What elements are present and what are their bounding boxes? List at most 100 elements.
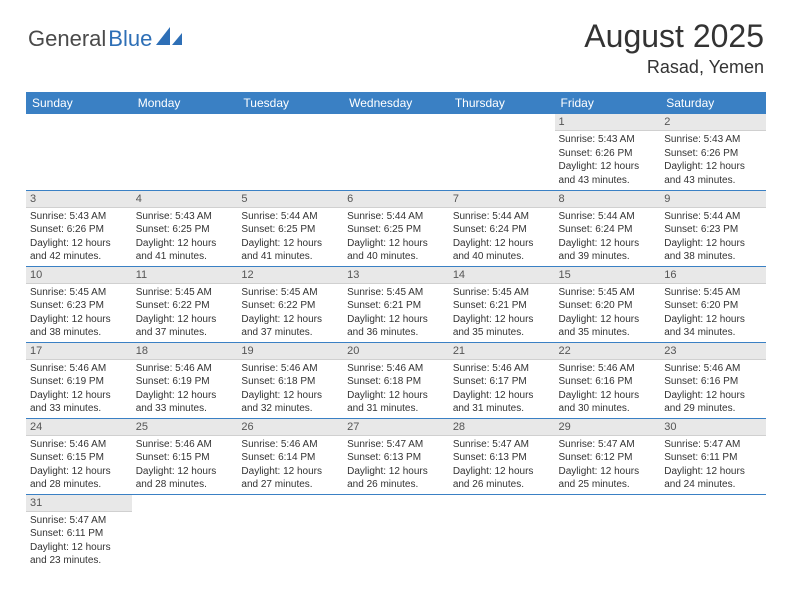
sunrise-line: Sunrise: 5:45 AM xyxy=(30,286,128,300)
day-details: Sunrise: 5:46 AMSunset: 6:19 PMDaylight:… xyxy=(132,360,238,418)
calendar-cell: 5Sunrise: 5:44 AMSunset: 6:25 PMDaylight… xyxy=(237,190,343,266)
day-number: 29 xyxy=(555,419,661,436)
day-number: 30 xyxy=(660,419,766,436)
daylight-line: Daylight: 12 hours and 42 minutes. xyxy=(30,237,128,264)
sunset-line: Sunset: 6:24 PM xyxy=(453,223,551,237)
weekday-header: Sunday xyxy=(26,92,132,114)
calendar-cell: 4Sunrise: 5:43 AMSunset: 6:25 PMDaylight… xyxy=(132,190,238,266)
sunrise-line: Sunrise: 5:47 AM xyxy=(453,438,551,452)
sunrise-line: Sunrise: 5:46 AM xyxy=(136,362,234,376)
day-number: 14 xyxy=(449,267,555,284)
calendar-table: Sunday Monday Tuesday Wednesday Thursday… xyxy=(26,92,766,570)
daylight-line: Daylight: 12 hours and 23 minutes. xyxy=(30,541,128,568)
calendar-cell: 28Sunrise: 5:47 AMSunset: 6:13 PMDayligh… xyxy=(449,418,555,494)
daylight-line: Daylight: 12 hours and 29 minutes. xyxy=(664,389,762,416)
day-details: Sunrise: 5:45 AMSunset: 6:22 PMDaylight:… xyxy=(237,284,343,342)
daylight-line: Daylight: 12 hours and 25 minutes. xyxy=(559,465,657,492)
calendar-cell: 13Sunrise: 5:45 AMSunset: 6:21 PMDayligh… xyxy=(343,266,449,342)
calendar-cell: 6Sunrise: 5:44 AMSunset: 6:25 PMDaylight… xyxy=(343,190,449,266)
day-number: 8 xyxy=(555,191,661,208)
sunrise-line: Sunrise: 5:45 AM xyxy=(347,286,445,300)
sunset-line: Sunset: 6:25 PM xyxy=(347,223,445,237)
day-details: Sunrise: 5:46 AMSunset: 6:14 PMDaylight:… xyxy=(237,436,343,494)
day-number: 4 xyxy=(132,191,238,208)
calendar-cell: 8Sunrise: 5:44 AMSunset: 6:24 PMDaylight… xyxy=(555,190,661,266)
calendar-cell: 16Sunrise: 5:45 AMSunset: 6:20 PMDayligh… xyxy=(660,266,766,342)
day-number: 7 xyxy=(449,191,555,208)
day-number: 6 xyxy=(343,191,449,208)
daylight-line: Daylight: 12 hours and 37 minutes. xyxy=(241,313,339,340)
day-number: 28 xyxy=(449,419,555,436)
sail-icon xyxy=(156,27,182,52)
sunrise-line: Sunrise: 5:43 AM xyxy=(30,210,128,224)
sunset-line: Sunset: 6:21 PM xyxy=(347,299,445,313)
sunset-line: Sunset: 6:11 PM xyxy=(30,527,128,541)
day-number: 2 xyxy=(660,114,766,131)
day-details: Sunrise: 5:45 AMSunset: 6:23 PMDaylight:… xyxy=(26,284,132,342)
daylight-line: Daylight: 12 hours and 40 minutes. xyxy=(453,237,551,264)
day-details: Sunrise: 5:43 AMSunset: 6:26 PMDaylight:… xyxy=(26,208,132,266)
day-details: Sunrise: 5:45 AMSunset: 6:22 PMDaylight:… xyxy=(132,284,238,342)
sunset-line: Sunset: 6:16 PM xyxy=(559,375,657,389)
calendar-row: 10Sunrise: 5:45 AMSunset: 6:23 PMDayligh… xyxy=(26,266,766,342)
daylight-line: Daylight: 12 hours and 27 minutes. xyxy=(241,465,339,492)
sunrise-line: Sunrise: 5:44 AM xyxy=(453,210,551,224)
calendar-cell: 9Sunrise: 5:44 AMSunset: 6:23 PMDaylight… xyxy=(660,190,766,266)
calendar-cell: 31Sunrise: 5:47 AMSunset: 6:11 PMDayligh… xyxy=(26,494,132,570)
day-details: Sunrise: 5:43 AMSunset: 6:25 PMDaylight:… xyxy=(132,208,238,266)
logo-text-general: General xyxy=(28,26,106,52)
daylight-line: Daylight: 12 hours and 33 minutes. xyxy=(136,389,234,416)
calendar-cell: 1Sunrise: 5:43 AMSunset: 6:26 PMDaylight… xyxy=(555,114,661,190)
day-number: 9 xyxy=(660,191,766,208)
calendar-cell: 19Sunrise: 5:46 AMSunset: 6:18 PMDayligh… xyxy=(237,342,343,418)
calendar-cell: 3Sunrise: 5:43 AMSunset: 6:26 PMDaylight… xyxy=(26,190,132,266)
day-details: Sunrise: 5:44 AMSunset: 6:24 PMDaylight:… xyxy=(449,208,555,266)
sunrise-line: Sunrise: 5:46 AM xyxy=(241,438,339,452)
calendar-cell xyxy=(26,114,132,190)
day-number: 11 xyxy=(132,267,238,284)
title-block: August 2025 Rasad, Yemen xyxy=(584,18,764,78)
sunset-line: Sunset: 6:19 PM xyxy=(30,375,128,389)
day-details: Sunrise: 5:44 AMSunset: 6:25 PMDaylight:… xyxy=(343,208,449,266)
day-number: 17 xyxy=(26,343,132,360)
daylight-line: Daylight: 12 hours and 37 minutes. xyxy=(136,313,234,340)
day-details: Sunrise: 5:47 AMSunset: 6:13 PMDaylight:… xyxy=(449,436,555,494)
sunset-line: Sunset: 6:20 PM xyxy=(559,299,657,313)
calendar-cell: 26Sunrise: 5:46 AMSunset: 6:14 PMDayligh… xyxy=(237,418,343,494)
sunset-line: Sunset: 6:16 PM xyxy=(664,375,762,389)
month-title: August 2025 xyxy=(584,18,764,55)
daylight-line: Daylight: 12 hours and 43 minutes. xyxy=(664,160,762,187)
calendar-cell: 21Sunrise: 5:46 AMSunset: 6:17 PMDayligh… xyxy=(449,342,555,418)
sunrise-line: Sunrise: 5:45 AM xyxy=(559,286,657,300)
daylight-line: Daylight: 12 hours and 43 minutes. xyxy=(559,160,657,187)
day-details: Sunrise: 5:45 AMSunset: 6:20 PMDaylight:… xyxy=(555,284,661,342)
day-details: Sunrise: 5:46 AMSunset: 6:17 PMDaylight:… xyxy=(449,360,555,418)
sunrise-line: Sunrise: 5:43 AM xyxy=(664,133,762,147)
daylight-line: Daylight: 12 hours and 28 minutes. xyxy=(136,465,234,492)
daylight-line: Daylight: 12 hours and 26 minutes. xyxy=(347,465,445,492)
calendar-cell: 22Sunrise: 5:46 AMSunset: 6:16 PMDayligh… xyxy=(555,342,661,418)
day-number: 22 xyxy=(555,343,661,360)
location: Rasad, Yemen xyxy=(584,57,764,78)
calendar-cell: 27Sunrise: 5:47 AMSunset: 6:13 PMDayligh… xyxy=(343,418,449,494)
sunset-line: Sunset: 6:18 PM xyxy=(241,375,339,389)
calendar-cell: 11Sunrise: 5:45 AMSunset: 6:22 PMDayligh… xyxy=(132,266,238,342)
weekday-header: Tuesday xyxy=(237,92,343,114)
sunset-line: Sunset: 6:15 PM xyxy=(30,451,128,465)
sunset-line: Sunset: 6:23 PM xyxy=(30,299,128,313)
calendar-cell xyxy=(555,494,661,570)
sunset-line: Sunset: 6:21 PM xyxy=(453,299,551,313)
day-number: 26 xyxy=(237,419,343,436)
calendar-row: 1Sunrise: 5:43 AMSunset: 6:26 PMDaylight… xyxy=(26,114,766,190)
day-number: 18 xyxy=(132,343,238,360)
weekday-header: Thursday xyxy=(449,92,555,114)
weekday-header: Wednesday xyxy=(343,92,449,114)
day-details: Sunrise: 5:47 AMSunset: 6:11 PMDaylight:… xyxy=(26,512,132,570)
daylight-line: Daylight: 12 hours and 41 minutes. xyxy=(136,237,234,264)
day-details: Sunrise: 5:46 AMSunset: 6:16 PMDaylight:… xyxy=(660,360,766,418)
calendar-cell: 7Sunrise: 5:44 AMSunset: 6:24 PMDaylight… xyxy=(449,190,555,266)
weekday-header: Monday xyxy=(132,92,238,114)
calendar-row: 24Sunrise: 5:46 AMSunset: 6:15 PMDayligh… xyxy=(26,418,766,494)
daylight-line: Daylight: 12 hours and 26 minutes. xyxy=(453,465,551,492)
logo-text-blue: Blue xyxy=(108,26,152,52)
